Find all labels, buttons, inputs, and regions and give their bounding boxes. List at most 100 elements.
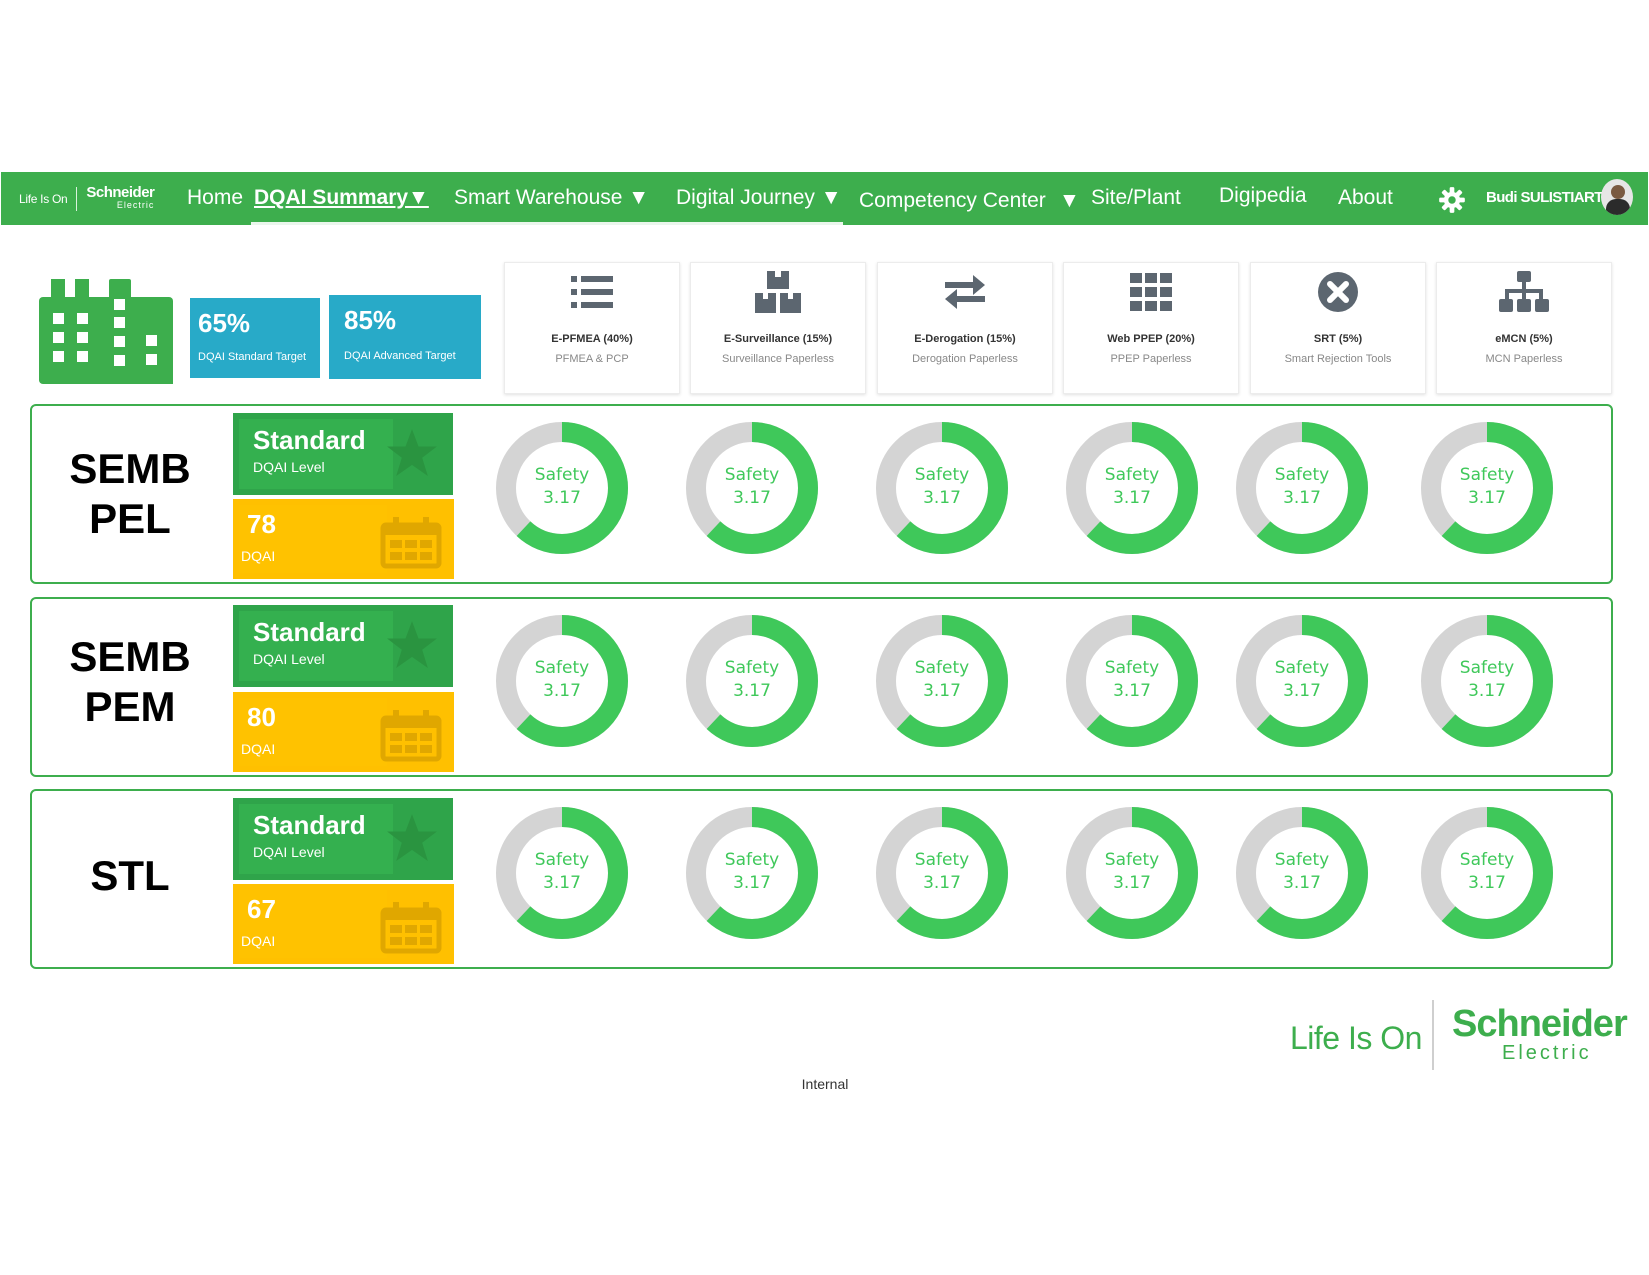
competency-center-dropdown-arrow[interactable]: ▼ (1059, 189, 1080, 212)
safety-donut-chart[interactable]: Safety 3.17 (682, 611, 822, 751)
donut-label: Safety (1104, 658, 1160, 678)
donut-value: 3.17 (923, 488, 961, 508)
dqai-level-value: Standard (253, 810, 366, 840)
nav-item-about[interactable]: About (1338, 186, 1393, 209)
module-card-e-surveillance[interactable]: E-Surveillance (15%) Surveillance Paperl… (690, 262, 866, 394)
safety-donut-chart[interactable]: Safety 3.17 (1417, 803, 1557, 943)
donut-label: Safety (1459, 465, 1515, 485)
module-card-emcn[interactable]: eMCN (5%) MCN Paperless (1436, 262, 1612, 394)
donut-label: Safety (724, 465, 780, 485)
donut-ring (1066, 422, 1198, 554)
dqai-score-value: 80 (247, 702, 276, 732)
star-icon (387, 429, 437, 476)
safety-donut-chart[interactable]: Safety 3.17 (1232, 611, 1372, 751)
nav-item-dqai-summary[interactable]: DQAI Summary▼ (254, 186, 429, 209)
avatar[interactable] (1601, 179, 1633, 215)
star-icon (387, 621, 437, 668)
donut-fill (1236, 615, 1368, 747)
site-panel-semb-pel: SEMB PEL Standard DQAI Level 78 DQAI Safe… (30, 404, 1613, 584)
safety-donut-chart[interactable]: Safety 3.17 (492, 418, 632, 558)
donut-ring (496, 422, 628, 554)
safety-donut-chart[interactable]: Safety 3.17 (1417, 418, 1557, 558)
nav-item-smart-warehouse[interactable]: Smart Warehouse ▼ (454, 186, 650, 209)
donut-fill (1066, 807, 1198, 939)
module-card-e-pfmea[interactable]: E-PFMEA (40%) PFMEA & PCP (504, 262, 680, 394)
donut-ring (686, 422, 818, 554)
module-title: Web PPEP (20%) (1107, 333, 1195, 345)
module-card-web-ppep[interactable]: Web PPEP (20%) PPEP Paperless (1063, 262, 1239, 394)
active-menu-underline (251, 222, 843, 225)
safety-donut-chart[interactable]: Safety 3.17 (1062, 418, 1202, 558)
safety-donut-chart[interactable]: Safety 3.17 (1062, 803, 1202, 943)
user-name[interactable]: Budi SULISTIARTO (1486, 189, 1614, 206)
safety-donut-chart[interactable]: Safety 3.17 (682, 803, 822, 943)
donut-label: Safety (1274, 658, 1330, 678)
dqai-score-card: 67 DQAI (233, 884, 454, 964)
safety-donut-chart[interactable]: Safety 3.17 (872, 611, 1012, 751)
donut-fill (1236, 422, 1368, 554)
dqai-advanced-target-card: 85% DQAI Advanced Target (329, 295, 481, 379)
safety-donut-chart[interactable]: Safety 3.17 (1417, 611, 1557, 751)
donut-ring (1236, 807, 1368, 939)
brand-logo[interactable]: Life Is On Schneider Electric (19, 184, 155, 211)
dqai-score-value: 78 (247, 509, 276, 539)
module-title: E-Surveillance (15%) (723, 333, 833, 345)
gear-icon[interactable] (1438, 186, 1466, 214)
nav-item-home[interactable]: Home (187, 186, 244, 209)
module-card-e-derogation[interactable]: E-Derogation (15%) Derogation Paperless (877, 262, 1053, 394)
donut-ring (496, 615, 628, 747)
brand-name: Schneider Electric (86, 184, 155, 210)
dqai-level-card: Standard DQAI Level (233, 413, 453, 495)
donut-value: 3.17 (923, 873, 961, 893)
donut-ring (1236, 615, 1368, 747)
footer-brand-logo: Life Is On Schneider Electric (1290, 1000, 1630, 1072)
nav-item-digipedia[interactable]: Digipedia (1219, 184, 1307, 207)
site-name: SEMB PEM (69, 633, 191, 730)
site-name: STL (90, 852, 170, 899)
donut-ring (876, 807, 1008, 939)
donut-ring (876, 422, 1008, 554)
nav-item-competency-center[interactable]: Competency Center (859, 189, 1046, 212)
dqai-level-card: Standard DQAI Level (233, 605, 453, 687)
classification-label: Internal (801, 1076, 849, 1092)
safety-donut-chart[interactable]: Safety 3.17 (1062, 611, 1202, 751)
footer-brand-name: Schneider (1452, 1003, 1628, 1045)
donut-value: 3.17 (543, 488, 581, 508)
safety-donut-chart[interactable]: Safety 3.17 (1232, 803, 1372, 943)
dqai-score-label: DQAI (241, 741, 276, 757)
sitemap-icon (1499, 271, 1549, 312)
donut-ring (1066, 807, 1198, 939)
nav-item-digital-journey[interactable]: Digital Journey ▼ (676, 186, 842, 209)
module-title: eMCN (5%) (1495, 333, 1553, 345)
site-panel-stl: STL Standard DQAI Level 67 DQAI Safety 3.… (30, 789, 1613, 969)
module-card-srt[interactable]: SRT (5%) Smart Rejection Tools (1250, 262, 1426, 394)
top-navigation-bar: Life Is On Schneider Electric Home DQAI … (1, 172, 1648, 225)
donut-ring (686, 807, 818, 939)
safety-donut-chart[interactable]: Safety 3.17 (682, 418, 822, 558)
safety-donut-chart[interactable]: Safety 3.17 (872, 803, 1012, 943)
brand-divider (76, 187, 78, 211)
donut-value: 3.17 (733, 681, 771, 701)
list-icon (571, 276, 613, 308)
safety-donut-chart[interactable]: Safety 3.17 (492, 803, 632, 943)
donut-label: Safety (1274, 850, 1330, 870)
donut-label: Safety (1104, 850, 1160, 870)
safety-donut-chart[interactable]: Safety 3.17 (872, 418, 1012, 558)
donut-value: 3.17 (543, 681, 581, 701)
boxes-icon (755, 271, 801, 313)
safety-donut-chart[interactable]: Safety 3.17 (1232, 418, 1372, 558)
module-subtitle: MCN Paperless (1485, 353, 1563, 365)
donut-label: Safety (534, 465, 590, 485)
donut-value: 3.17 (1468, 681, 1506, 701)
calendar-icon (380, 517, 442, 569)
safety-donut-chart[interactable]: Safety 3.17 (492, 611, 632, 751)
donut-fill (1421, 615, 1553, 747)
donut-ring (1421, 422, 1553, 554)
dqai-score-label: DQAI (241, 548, 276, 564)
dqai-score-card: 78 DQAI (233, 499, 454, 579)
grid-icon (1130, 273, 1172, 311)
donut-ring (876, 615, 1008, 747)
donut-label: Safety (1274, 465, 1330, 485)
donut-fill (686, 422, 818, 554)
nav-item-site-plant[interactable]: Site/Plant (1091, 186, 1181, 209)
